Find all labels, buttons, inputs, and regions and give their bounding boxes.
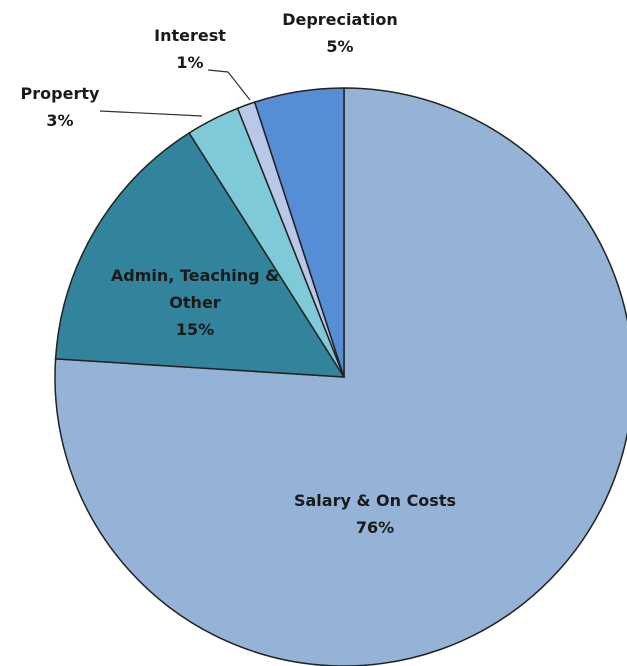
label-box: Property 3% — [0, 80, 120, 134]
label-box: Salary & On Costs 76% — [275, 487, 475, 541]
slice-value: 76% — [355, 518, 395, 537]
slice-name: Depreciation — [282, 10, 398, 29]
slice-name: Interest — [154, 26, 226, 45]
slice-label: Interest 1% — [135, 22, 245, 76]
pie-slice — [253, 87, 345, 378]
slice-name: Salary & On Costs — [293, 491, 456, 510]
slice-value: 1% — [176, 53, 204, 72]
slice-value: 5% — [326, 37, 354, 56]
label-box: Depreciation 5% — [260, 6, 420, 60]
slice-label: Admin, Teaching & Other 15% — [95, 262, 295, 343]
slice-value: 3% — [46, 111, 74, 130]
slice-label: Salary & On Costs 76% — [275, 487, 475, 541]
label-box: Admin, Teaching & Other 15% — [95, 262, 295, 343]
slice-value: 15% — [175, 320, 215, 339]
slice-label: Property 3% — [0, 80, 120, 134]
pie-slice — [54, 131, 346, 378]
leader-line — [99, 110, 203, 117]
slice-name: Admin, Teaching & Other — [110, 266, 280, 312]
slice-label: Depreciation 5% — [260, 6, 420, 60]
label-box: Interest 1% — [135, 22, 245, 76]
leader-line — [207, 69, 251, 101]
slice-name: Property — [20, 84, 100, 103]
